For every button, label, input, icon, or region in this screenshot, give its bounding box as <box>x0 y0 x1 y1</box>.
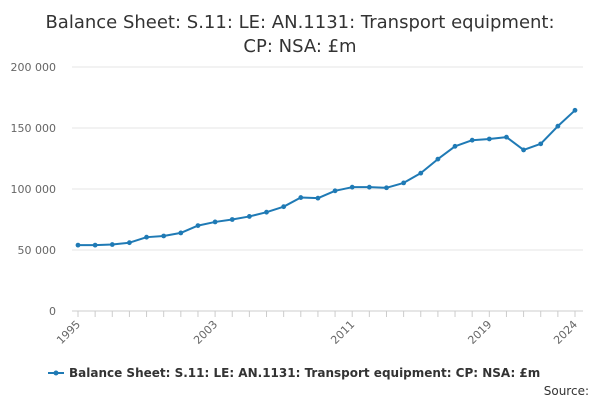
x-tick-label: 2003 <box>191 318 220 347</box>
data-point <box>504 134 509 140</box>
data-point <box>366 184 372 190</box>
data-point <box>195 223 201 229</box>
y-tick-label: 0 <box>49 305 56 318</box>
data-point <box>349 184 355 190</box>
legend-swatch-marker <box>53 370 59 376</box>
x-tick-label: 2024 <box>551 318 580 347</box>
data-point <box>298 195 304 200</box>
data-point <box>572 107 578 113</box>
series-layer <box>75 107 578 248</box>
data-point <box>401 180 407 186</box>
data-point <box>418 170 424 176</box>
data-point <box>281 204 287 210</box>
data-point <box>332 188 338 194</box>
data-point <box>178 230 184 236</box>
y-tick-label: 50 000 <box>18 244 57 257</box>
x-tick-label: 2019 <box>465 318 494 347</box>
data-point <box>92 242 98 248</box>
data-point <box>469 137 475 143</box>
data-point <box>229 217 235 222</box>
data-point <box>144 234 149 240</box>
legend-label: Balance Sheet: S.11: LE: AN.1131: Transp… <box>69 366 540 380</box>
chart-title-line-1: Balance Sheet: S.11: LE: AN.1131: Transp… <box>45 12 554 33</box>
y-tick-label: 200 000 <box>11 61 57 74</box>
data-point <box>75 242 81 248</box>
x-tick-label: 2011 <box>328 318 357 347</box>
y-axis: 0 50 000 100 000 150 000 200 000 <box>11 61 57 318</box>
y-tick-label: 100 000 <box>11 183 57 196</box>
y-tick-label: 150 000 <box>11 122 57 135</box>
gridlines <box>72 66 583 251</box>
data-point <box>109 242 115 247</box>
data-point <box>538 141 544 147</box>
data-point <box>315 195 321 201</box>
data-point <box>555 123 561 129</box>
data-point <box>435 156 441 162</box>
x-axis: 1995 2003 2011 2019 2024 <box>54 310 583 347</box>
legend[interactable]: Balance Sheet: S.11: LE: AN.1131: Transp… <box>48 366 540 380</box>
series-line <box>77 109 576 247</box>
data-point <box>161 233 167 239</box>
data-point <box>384 185 389 191</box>
data-point <box>264 209 269 215</box>
data-point <box>127 240 132 246</box>
data-point <box>212 219 218 225</box>
source-label: Source: <box>544 384 589 398</box>
data-point <box>521 147 526 153</box>
x-tick-label: 1995 <box>54 318 83 347</box>
data-point <box>246 214 252 219</box>
data-point <box>486 136 492 142</box>
data-point <box>452 143 458 149</box>
chart-title-line-2: CP: NSA: £m <box>243 36 356 57</box>
